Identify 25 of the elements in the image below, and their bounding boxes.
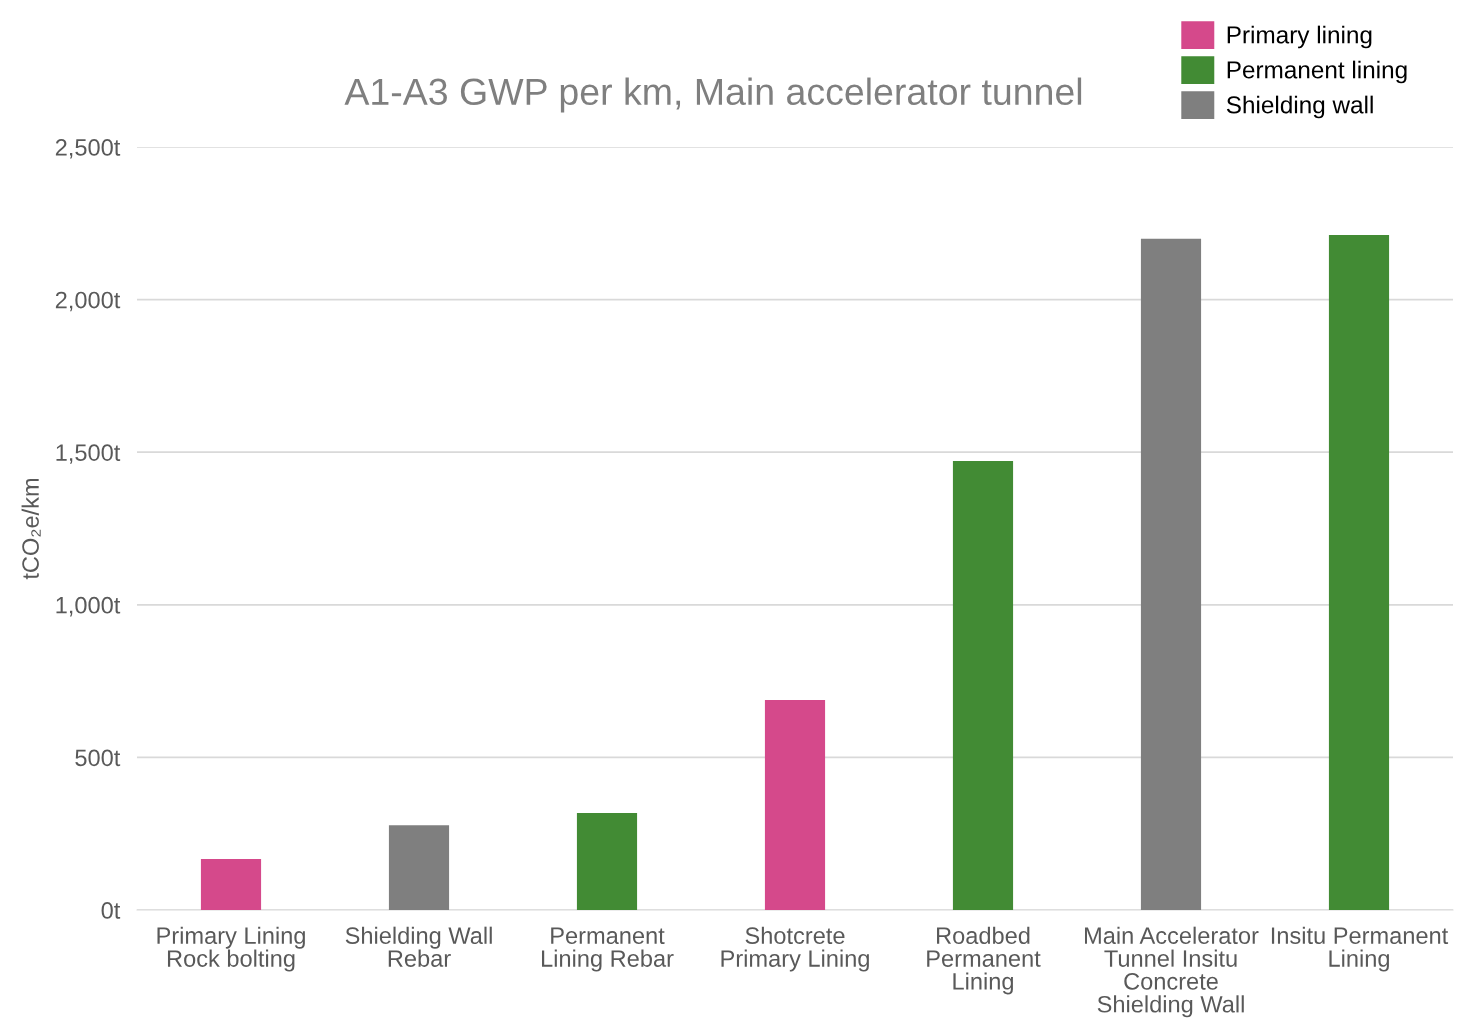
x-tick-label: Insitu Permanent Lining (1271, 926, 1449, 972)
bar (1140, 238, 1202, 910)
x-tick-label: Permanent Lining Rebar (542, 927, 674, 972)
y-tick-label: 500t (75, 749, 121, 767)
y-tick-label: 2,000t (55, 291, 121, 312)
x-tick-label: Main Accelerator Tunnel Insitu Concrete Shielding Wall (1085, 926, 1259, 1018)
y-tick-label: 1,000t (56, 596, 121, 617)
legend-label: Primary lining (1227, 25, 1372, 49)
bar (1328, 234, 1390, 910)
y-axis-title: tCO₂e/km (21, 478, 41, 580)
legend-label: Permanent lining (1227, 60, 1407, 84)
bar (200, 859, 262, 910)
y-tick-label: 1,500t (56, 444, 121, 464)
bar (764, 700, 826, 910)
y-tick-label: 2,500t (55, 139, 121, 159)
x-tick-label: Shielding Wall Rebar (345, 926, 492, 967)
bar (952, 461, 1014, 910)
y-tick-label: 0t (101, 902, 121, 919)
x-tick-label: Primary Lining Rock bolting (157, 926, 305, 972)
chart-title: A1-A3 GWP per km, Main accelerator tunnel (344, 77, 1082, 113)
x-tick-label: Shotcrete Primary Lining (721, 926, 869, 972)
bar (388, 825, 450, 910)
x-tick-label: Roadbed Permanent Lining (927, 926, 1041, 995)
bar (576, 812, 638, 910)
legend-label: Shielding wall (1226, 95, 1373, 119)
